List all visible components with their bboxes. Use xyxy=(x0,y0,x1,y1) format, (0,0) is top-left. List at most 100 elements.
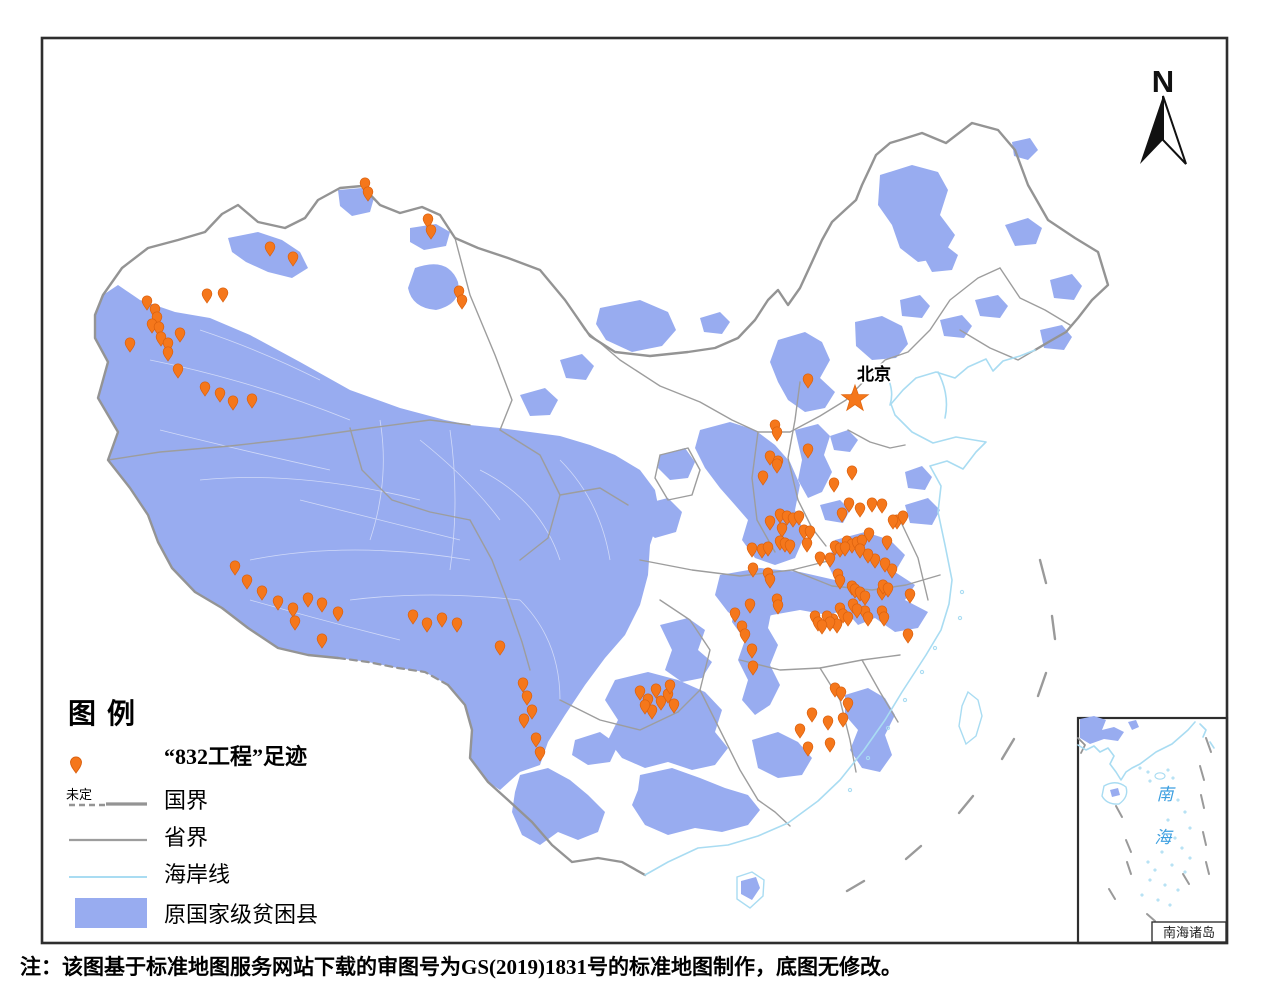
footprint-marker xyxy=(199,381,211,397)
beijing-star xyxy=(840,383,870,412)
footprint-marker xyxy=(289,615,301,631)
legend-label-footprint: “832工程”足迹 xyxy=(164,744,308,769)
national-boundary-undefined xyxy=(336,656,450,687)
footprint-marker xyxy=(862,611,874,627)
footprint-marker xyxy=(655,695,667,711)
inset-content: 南 海 南海诸岛 xyxy=(1077,716,1227,943)
footprint-marker xyxy=(744,598,756,614)
footprint-marker xyxy=(802,443,814,459)
footprint-marker xyxy=(837,712,849,728)
footprint-marker xyxy=(806,707,818,723)
footprint-marker xyxy=(842,697,854,713)
legend-item-province-boundary: 省界 xyxy=(68,822,408,850)
footprint-marker xyxy=(904,588,916,604)
footprint-marker xyxy=(771,426,783,442)
inset-caption: 南海诸岛 xyxy=(1163,925,1215,940)
footprint-marker xyxy=(362,186,374,202)
footprint-marker xyxy=(843,497,855,513)
legend-item-poverty-county: 原国家级贫困县 xyxy=(68,898,408,928)
north-arrow-right xyxy=(1162,95,1187,165)
footprint-marker xyxy=(517,677,529,693)
footprint-marker xyxy=(421,617,433,633)
footprint-marker xyxy=(425,224,437,240)
footprint-marker xyxy=(859,590,871,606)
footprint-marker xyxy=(664,679,676,695)
footprint-marker xyxy=(229,560,241,576)
footprint-marker xyxy=(794,723,806,739)
footprint-marker xyxy=(141,295,153,311)
poverty-county-swatch xyxy=(68,898,154,928)
footprint-marker xyxy=(246,393,258,409)
footprint-marker xyxy=(287,251,299,267)
inset-islets xyxy=(1138,766,1192,907)
footprint-marker xyxy=(646,704,658,720)
footprint-marker xyxy=(729,607,741,623)
footprint-marker xyxy=(451,617,463,633)
footprint-marker xyxy=(746,643,758,659)
national-boundary-north xyxy=(93,121,1110,660)
footprint-marker xyxy=(802,741,814,757)
footprint-marker xyxy=(526,704,538,720)
poverty-region-west xyxy=(95,285,660,790)
footprint-marker xyxy=(835,686,847,702)
legend-label-province-boundary: 省界 xyxy=(164,825,209,850)
footprint-marker xyxy=(668,698,680,714)
mainland-layer: 北京 xyxy=(93,121,1110,909)
footprint-marker xyxy=(804,525,816,541)
coastline xyxy=(644,349,1036,876)
footprint-marker xyxy=(824,552,836,568)
beijing-label: 北京 xyxy=(857,364,891,384)
footprint-marker xyxy=(863,527,875,543)
footprint-marker xyxy=(521,690,533,706)
footprint-marker xyxy=(834,574,846,590)
north-arrow-left xyxy=(1140,96,1163,164)
footprint-marker xyxy=(762,541,774,557)
footprint-marker xyxy=(836,507,848,523)
footprint-marker xyxy=(201,288,213,304)
footprint-marker xyxy=(878,611,890,627)
footprint-marker xyxy=(639,699,651,715)
footprint-marker xyxy=(881,535,893,551)
inset-nine-dash-line xyxy=(1108,737,1212,922)
footprint-marker xyxy=(854,543,866,559)
legend-label-poverty-county: 原国家级贫困县 xyxy=(164,902,319,927)
taiwan-island xyxy=(958,690,983,746)
footprint-marker xyxy=(772,599,784,615)
legend-label-national-boundary: 国界 xyxy=(164,788,209,813)
footprint-marker xyxy=(747,660,759,676)
footprint-marker xyxy=(534,746,546,762)
province-boundaries xyxy=(107,237,1071,827)
national-boundary-south xyxy=(446,683,647,877)
footprint-marker xyxy=(316,633,328,649)
footprint-marker xyxy=(784,539,796,555)
north-arrow-label: N xyxy=(1152,64,1174,99)
footprint-marker xyxy=(839,541,851,557)
footprint-marker xyxy=(764,573,776,589)
sea-boundary-dashes xyxy=(845,558,1057,893)
footprint-marker xyxy=(764,515,776,531)
footprint-marker xyxy=(302,592,314,608)
footprint-marker xyxy=(174,327,186,343)
inset-sea-label-bottom: 海 xyxy=(1155,828,1175,847)
footprint-marker-layer xyxy=(124,177,916,762)
footprint-marker xyxy=(828,477,840,493)
legend-item-coastline: 海岸线 xyxy=(68,859,408,887)
legend: 图 例 “832工程”足迹 未定 国界 省界 海岸线 原 xyxy=(66,692,408,928)
inset-sea-label-top: 南 xyxy=(1157,785,1177,804)
footprint-marker xyxy=(162,346,174,362)
footprint-marker xyxy=(862,548,874,564)
footprint-marker xyxy=(801,537,813,553)
source-note: 注：该图基于标准地图服务网站下载的审图号为GS(2019)1831号的标准地图制… xyxy=(20,955,902,979)
coastal-islets xyxy=(847,589,965,793)
footprint-marker xyxy=(887,514,899,530)
north-arrow: N xyxy=(1140,64,1187,165)
footprint-marker xyxy=(882,582,894,598)
footprint-marker xyxy=(876,498,888,514)
footprint-marker xyxy=(866,497,878,513)
footprint-marker xyxy=(776,522,788,538)
footprint-marker xyxy=(854,502,866,518)
undefined-boundary-label: 未定 xyxy=(66,787,93,802)
footprint-marker xyxy=(842,611,854,627)
footprint-marker xyxy=(241,574,253,590)
